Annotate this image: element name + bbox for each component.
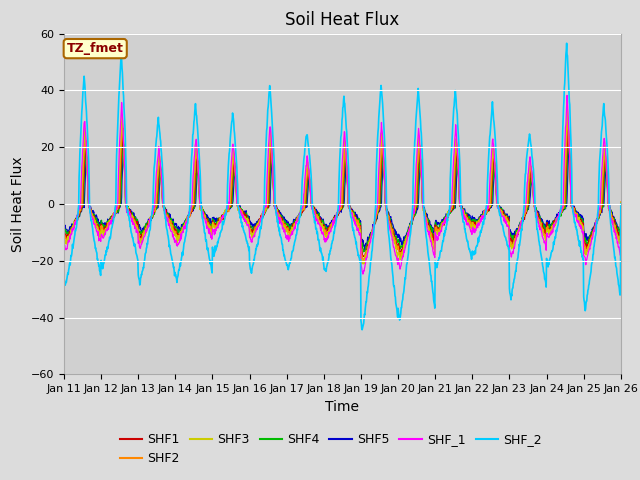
Y-axis label: Soil Heat Flux: Soil Heat Flux: [12, 156, 25, 252]
SHF_1: [292, 218, 300, 224]
SHF_1: [359, 271, 367, 277]
Title: Soil Heat Flux: Soil Heat Flux: [285, 11, 399, 29]
SHF4: [183, 217, 191, 223]
SHF1: [361, 254, 369, 260]
Line: SHF5: SHF5: [64, 143, 621, 250]
SHF_1: [60, 240, 68, 246]
SHF_1: [617, 204, 625, 210]
SHF2: [520, 213, 527, 219]
SHF3: [278, 221, 286, 227]
SHF1: [520, 213, 527, 218]
SHF3: [428, 242, 436, 248]
SHF_1: [568, 202, 576, 208]
SHF5: [60, 228, 68, 233]
SHF3: [183, 220, 191, 226]
SHF4: [292, 217, 300, 223]
SHF5: [428, 227, 436, 233]
SHF1: [292, 218, 300, 224]
SHF2: [278, 222, 286, 228]
SHF4: [520, 216, 527, 221]
SHF3: [617, 200, 625, 205]
SHF4: [428, 226, 436, 231]
Line: SHF_2: SHF_2: [64, 43, 621, 330]
SHF2: [292, 219, 300, 225]
SHF_2: [520, 206, 527, 212]
SHF_2: [358, 327, 366, 333]
SHF5: [361, 247, 369, 252]
SHF5: [568, 205, 576, 211]
Line: SHF4: SHF4: [64, 134, 621, 252]
X-axis label: Time: Time: [325, 400, 360, 414]
SHF2: [183, 218, 191, 224]
SHF_1: [278, 226, 286, 232]
SHF2: [617, 199, 625, 204]
SHF2: [60, 231, 68, 237]
SHF3: [60, 234, 68, 240]
SHF4: [278, 215, 286, 221]
SHF_1: [563, 93, 571, 98]
SHF_2: [183, 222, 191, 228]
SHF1: [278, 217, 286, 223]
SHF_2: [617, 201, 625, 207]
SHF1: [617, 202, 625, 207]
Line: SHF1: SHF1: [64, 124, 621, 257]
SHF3: [520, 213, 527, 218]
SHF4: [60, 227, 68, 233]
SHF5: [183, 216, 191, 222]
SHF1: [428, 235, 436, 240]
SHF_1: [183, 218, 191, 224]
SHF3: [564, 107, 572, 112]
SHF4: [568, 204, 576, 209]
SHF_1: [520, 211, 527, 216]
Line: SHF_1: SHF_1: [64, 96, 621, 274]
SHF3: [568, 204, 576, 210]
SHF4: [360, 249, 367, 255]
SHF_1: [428, 244, 436, 250]
Text: TZ_fmet: TZ_fmet: [67, 42, 124, 55]
SHF2: [564, 114, 572, 120]
SHF1: [60, 230, 68, 236]
SHF_2: [278, 241, 286, 247]
SHF1: [564, 121, 572, 127]
Line: SHF3: SHF3: [64, 109, 621, 264]
SHF1: [183, 219, 191, 225]
SHF5: [278, 213, 286, 218]
SHF2: [568, 204, 576, 210]
SHF1: [568, 202, 576, 208]
SHF_2: [292, 232, 300, 238]
SHF_2: [428, 282, 436, 288]
Legend: SHF1, SHF2, SHF3, SHF4, SHF5, SHF_1, SHF_2: SHF1, SHF2, SHF3, SHF4, SHF5, SHF_1, SHF…: [115, 428, 547, 470]
SHF4: [617, 200, 625, 206]
SHF4: [564, 132, 572, 137]
SHF5: [565, 140, 573, 146]
SHF_2: [60, 276, 68, 282]
SHF2: [360, 258, 367, 264]
SHF3: [292, 219, 300, 225]
SHF_2: [568, 202, 576, 208]
SHF_2: [563, 40, 570, 46]
SHF5: [617, 201, 625, 207]
SHF5: [292, 216, 300, 221]
SHF2: [428, 236, 436, 241]
Line: SHF2: SHF2: [64, 117, 621, 261]
SHF3: [360, 261, 367, 267]
SHF5: [520, 213, 527, 219]
